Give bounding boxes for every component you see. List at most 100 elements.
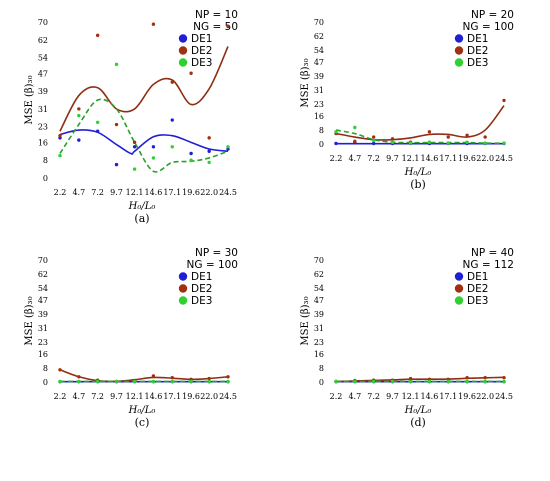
data-point-de2 <box>408 376 413 381</box>
series-line-de3 <box>59 98 229 173</box>
data-point-de3 <box>483 141 487 145</box>
legend-label: DE2 <box>191 45 212 57</box>
x-tick-label: 17.1 <box>439 392 457 401</box>
y-axis-label: MSE (β)₃₀ <box>300 58 311 107</box>
x-tick-label: 4.7 <box>348 154 361 163</box>
x-tick-label: 12.1 <box>126 392 144 401</box>
y-tick-label: 31 <box>38 324 48 333</box>
y-tick-label: 54 <box>38 54 48 63</box>
data-point-de3 <box>151 156 156 160</box>
y-tick-label: 0 <box>43 174 48 183</box>
parameter-label: NG = 100 <box>186 259 238 271</box>
data-point-de3 <box>371 138 376 143</box>
panel-c: 0 8 16 23 31 39 47 54 62 70 2.2 4.7 7.2 9.7 12.1 14.6 17… <box>24 247 238 429</box>
legend-label: DE3 <box>467 57 488 69</box>
data-point-de3 <box>390 379 395 384</box>
data-point-de2 <box>132 140 137 145</box>
y-tick-label: 39 <box>314 72 324 81</box>
data-point-de1 <box>371 141 376 146</box>
x-tick-label: 14.6 <box>145 392 163 401</box>
data-point-de2 <box>58 368 62 372</box>
legend-label: DE1 <box>467 271 488 283</box>
y-tick-label: 31 <box>314 324 324 333</box>
data-point-de1 <box>95 129 100 133</box>
parameter-label: NP = 40 <box>471 247 514 259</box>
panel-b: 0 8 16 23 31 39 47 54 62 70 2.2 4.7 7.2 9.7 12.1 14.6 17… <box>300 9 514 191</box>
legend-marker <box>454 46 464 55</box>
data-point-de2 <box>58 133 62 138</box>
data-point-de3 <box>132 379 137 384</box>
x-tick-label: 9.7 <box>110 392 123 401</box>
series-line-de1 <box>59 129 229 155</box>
data-point-de3 <box>77 379 81 384</box>
legend-marker <box>454 34 464 43</box>
y-tick-label: 16 <box>314 350 324 359</box>
y-tick-label: 0 <box>319 140 324 149</box>
x-tick-label: 2.2 <box>330 154 343 163</box>
y-tick-label: 23 <box>38 123 48 132</box>
x-tick-label: 24.5 <box>495 154 513 163</box>
x-tick-label: 7.2 <box>91 392 104 401</box>
y-tick-label: 70 <box>314 256 324 265</box>
data-point-de3 <box>353 125 357 130</box>
data-point-de3 <box>446 379 450 384</box>
y-tick-label: 54 <box>314 284 324 293</box>
y-tick-label: 62 <box>38 270 48 279</box>
data-point-de3 <box>114 379 119 384</box>
data-point-de2 <box>95 33 100 38</box>
data-point-de3 <box>334 379 338 384</box>
series-line-de2 <box>335 105 505 141</box>
x-tick-label: 9.7 <box>110 188 123 197</box>
parameter-label: NG = 112 <box>462 259 514 271</box>
legend-label: DE3 <box>467 295 488 307</box>
x-tick-label: 12.1 <box>402 392 420 401</box>
x-axis-label: H₀/L₀ <box>128 405 156 416</box>
data-point-de2 <box>207 376 211 381</box>
parameter-label: NG = 50 <box>193 21 238 33</box>
data-point-de1 <box>170 118 174 122</box>
x-tick-label: 22.0 <box>200 188 218 197</box>
data-point-de2 <box>151 374 156 378</box>
x-tick-label: 24.5 <box>219 188 237 197</box>
data-point-de2 <box>483 135 487 139</box>
data-point-de3 <box>226 145 230 149</box>
data-point-de2 <box>465 375 469 380</box>
data-point-de2 <box>390 137 395 141</box>
y-tick-label: 16 <box>38 138 48 147</box>
y-tick-label: 39 <box>38 310 48 319</box>
y-tick-label: 54 <box>38 284 48 293</box>
legend-marker <box>178 46 188 55</box>
data-point-de3 <box>408 379 413 384</box>
y-tick-label: 8 <box>319 126 324 135</box>
y-tick-label: 54 <box>314 46 324 55</box>
data-point-de3 <box>465 379 469 384</box>
data-point-de2 <box>483 375 487 380</box>
data-point-de2 <box>151 22 156 26</box>
x-tick-label: 9.7 <box>386 392 399 401</box>
y-tick-label: 23 <box>314 100 324 109</box>
data-point-de1 <box>334 141 338 146</box>
data-point-de2 <box>207 136 211 140</box>
data-point-de2 <box>226 24 230 29</box>
y-tick-label: 47 <box>314 296 324 305</box>
data-point-de3 <box>353 379 357 384</box>
y-tick-label: 31 <box>314 86 324 95</box>
legend-label: DE1 <box>191 33 212 45</box>
data-point-de2 <box>77 107 81 111</box>
panel-label: (b) <box>410 178 426 191</box>
panel-a: 0 8 16 23 31 39 47 54 62 70 2.2 4.7 7.2 9.7 12.1 14.6 17… <box>24 9 238 225</box>
y-tick-label: 62 <box>314 32 324 41</box>
x-tick-label: 22.0 <box>200 392 218 401</box>
panel-label: (d) <box>410 416 426 429</box>
y-tick-label: 16 <box>314 112 324 121</box>
legend-label: DE2 <box>191 283 212 295</box>
series-line-de2 <box>59 46 229 132</box>
x-tick-label: 2.2 <box>54 188 67 197</box>
data-point-de2 <box>427 130 432 134</box>
data-point-de1 <box>189 151 193 156</box>
data-point-de2 <box>502 375 506 380</box>
parameter-label: NP = 30 <box>195 247 238 259</box>
legend-label: DE2 <box>467 283 488 295</box>
data-point-de1 <box>207 149 211 153</box>
y-tick-label: 70 <box>38 256 48 265</box>
